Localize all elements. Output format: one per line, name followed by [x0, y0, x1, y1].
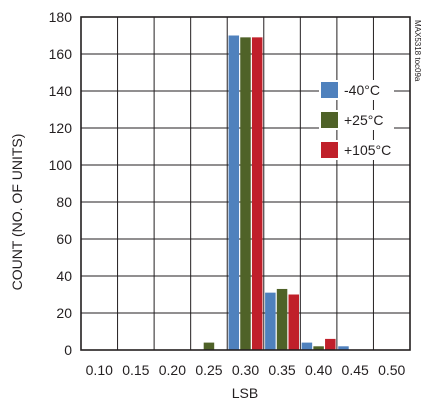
- bar: [301, 342, 313, 350]
- bar: [338, 346, 349, 350]
- x-tick-label: 0.20: [159, 362, 186, 378]
- y-tick-label: 180: [49, 9, 73, 25]
- legend-label: +105°C: [344, 142, 391, 158]
- y-tick-label: 160: [49, 46, 73, 62]
- bar: [325, 338, 336, 350]
- y-tick-label: 0: [64, 342, 72, 358]
- y-tick-labels: 0 20 40 60 80 100 120 140 160 180: [49, 9, 73, 358]
- y-tick-label: 80: [56, 194, 72, 210]
- x-tick-label: 0.45: [342, 362, 369, 378]
- bar: [276, 288, 288, 350]
- legend-swatch: [321, 112, 338, 128]
- x-tick-label: 0.30: [232, 362, 259, 378]
- x-axis-label: LSB: [232, 385, 258, 401]
- bar: [228, 35, 240, 350]
- bar: [265, 292, 276, 350]
- x-tick-label: 0.25: [195, 362, 222, 378]
- y-tick-label: 20: [56, 305, 72, 321]
- x-tick-label: 0.50: [378, 362, 405, 378]
- bar: [203, 342, 215, 350]
- x-tick-labels: 0.10 0.15 0.20 0.25 0.30 0.35 0.40 0.45 0.50: [86, 362, 406, 378]
- legend: -40°C +25°C +105°C: [319, 80, 394, 160]
- bars: [203, 35, 349, 350]
- bar: [288, 294, 300, 350]
- legend-swatch: [321, 82, 338, 98]
- plot-frame: [80, 16, 411, 351]
- x-tick-label: 0.40: [305, 362, 332, 378]
- y-axis-label: COUNT (NO. OF UNITS): [9, 134, 25, 291]
- x-tick-label: 0.10: [86, 362, 113, 378]
- bar: [313, 346, 324, 350]
- y-tick-label: 60: [56, 231, 72, 247]
- y-tick-label: 100: [49, 157, 73, 173]
- x-tick-label: 0.35: [268, 362, 295, 378]
- x-tick-label: 0.15: [122, 362, 149, 378]
- legend-label: -40°C: [344, 82, 380, 98]
- bar: [251, 37, 263, 350]
- figure-reference: MAX5318 toc09a: [413, 20, 422, 82]
- y-tick-label: 40: [56, 268, 72, 284]
- y-tick-label: 120: [49, 120, 73, 136]
- legend-swatch: [321, 142, 338, 158]
- legend-label: +25°C: [344, 112, 383, 128]
- bar: [240, 37, 251, 350]
- y-tick-label: 140: [49, 83, 73, 99]
